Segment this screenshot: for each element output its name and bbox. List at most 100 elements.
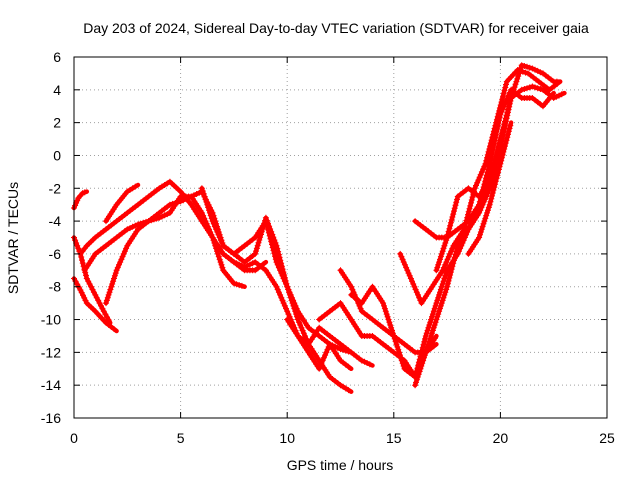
data-point [492, 134, 499, 141]
data-point [476, 209, 483, 216]
data-point [204, 223, 211, 230]
data-point [177, 198, 184, 205]
data-point [276, 254, 283, 261]
data-point [214, 229, 221, 235]
data-point [534, 67, 541, 74]
data-point [450, 260, 457, 267]
data-point [429, 311, 436, 318]
data-point [512, 81, 519, 88]
data-point [265, 220, 271, 227]
data-point [284, 308, 291, 315]
data-point [553, 93, 560, 100]
data-point [453, 248, 460, 255]
data-point [74, 242, 81, 249]
data-point [477, 198, 484, 205]
series-s8 [198, 185, 354, 394]
data-point [262, 214, 269, 221]
data-point [274, 245, 281, 252]
data-point [439, 297, 446, 304]
data-point [474, 179, 481, 186]
data-point [112, 270, 119, 277]
series-s6 [103, 193, 247, 307]
data-point [489, 192, 495, 199]
data-point [488, 195, 495, 202]
data-point [393, 341, 400, 348]
data-point [241, 264, 248, 270]
data-point [446, 274, 453, 281]
data-point [488, 154, 494, 161]
data-point [518, 62, 525, 69]
data-point [266, 223, 273, 230]
data-point [521, 63, 528, 69]
data-point [287, 294, 294, 301]
data-point [72, 237, 79, 244]
data-point [414, 374, 421, 380]
data-point [438, 250, 445, 257]
data-point [476, 174, 483, 181]
data-point [423, 330, 430, 337]
data-point [106, 289, 113, 296]
data-point [499, 106, 506, 112]
data-point [202, 218, 209, 225]
data-point [202, 196, 209, 203]
data-point [95, 297, 102, 304]
y-tick-label: 4 [53, 82, 61, 98]
data-point [182, 195, 189, 202]
data-point [505, 131, 511, 138]
data-point [443, 286, 450, 293]
data-point [397, 250, 404, 257]
data-point [451, 205, 458, 212]
data-point [201, 193, 208, 200]
data-point [298, 324, 305, 331]
x-axis-label: GPS time / hours [287, 457, 394, 473]
data-point [238, 262, 245, 269]
data-point [380, 300, 387, 307]
data-point [442, 289, 449, 296]
series-s11 [316, 300, 407, 363]
data-point [279, 266, 286, 273]
data-point [113, 267, 120, 274]
data-point [441, 242, 448, 249]
data-point [392, 338, 399, 345]
data-point [421, 354, 427, 361]
data-point [438, 283, 445, 290]
data-point [490, 187, 497, 193]
data-point [511, 84, 518, 91]
data-point [257, 234, 264, 241]
data-point [477, 229, 484, 235]
data-point [449, 214, 456, 220]
data-point [493, 131, 499, 138]
data-point [492, 153, 499, 160]
data-point [391, 335, 398, 342]
data-point [205, 204, 212, 211]
data-point [526, 64, 533, 71]
data-point [296, 319, 302, 326]
data-point [387, 322, 394, 328]
data-point [498, 130, 505, 137]
data-point [395, 346, 402, 353]
data-point [364, 360, 371, 366]
data-point [259, 225, 266, 232]
data-point [285, 311, 292, 318]
data-point [435, 261, 442, 268]
data-point [477, 207, 484, 214]
data-point [485, 207, 491, 214]
data-point [105, 291, 112, 298]
data-point [491, 140, 498, 147]
data-point [427, 335, 434, 342]
data-point [406, 272, 413, 279]
data-point [417, 365, 424, 372]
data-point [437, 289, 443, 296]
data-point [485, 204, 492, 211]
data-point [433, 316, 440, 323]
data-point [273, 283, 280, 290]
data-point [537, 69, 544, 76]
data-point [252, 250, 259, 257]
data-point [446, 225, 453, 232]
data-point [317, 363, 324, 369]
x-tick-label: 15 [386, 430, 402, 446]
data-point [283, 280, 290, 287]
data-point [451, 208, 457, 215]
data-point [442, 272, 449, 279]
y-tick-label: -6 [49, 246, 62, 262]
